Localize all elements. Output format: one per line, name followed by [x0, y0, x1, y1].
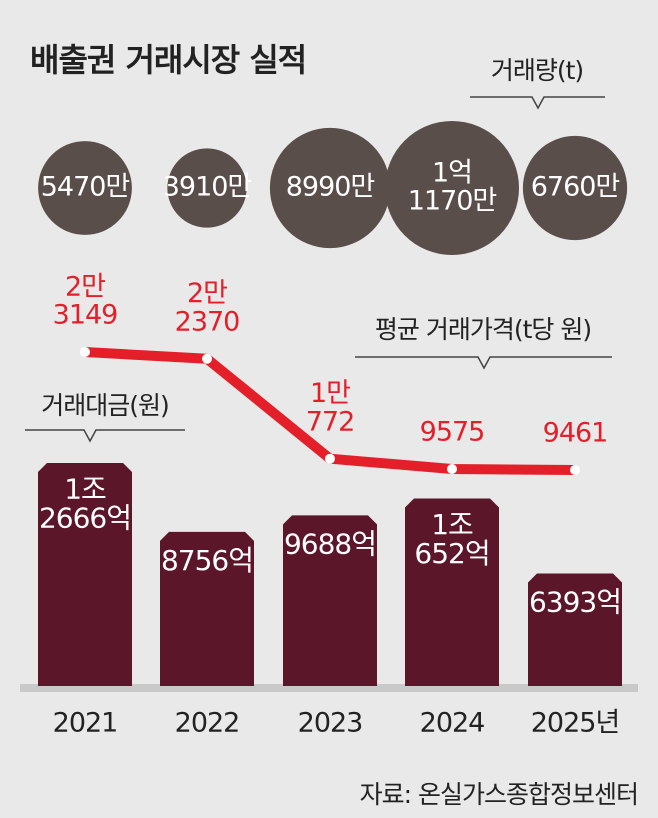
bar: [160, 531, 254, 686]
annotation-bracket: [470, 96, 605, 110]
data-label: 9688억: [284, 527, 376, 560]
x-tick-label: 2025년: [531, 708, 620, 739]
data-label: 8990만: [286, 172, 375, 203]
data-label: 2만: [187, 278, 227, 309]
bubble: [38, 141, 132, 235]
data-label: 2666억: [39, 502, 131, 535]
data-label: 2만: [65, 271, 105, 302]
data-label: 9461: [543, 418, 608, 449]
data-label: 1170만: [408, 186, 497, 217]
bar: [405, 498, 499, 686]
data-label: 3910만: [163, 172, 252, 203]
annotation-bracket: [25, 429, 185, 443]
source: 자료: 온실가스종합정보센터: [360, 780, 638, 809]
x-tick-label: 2024: [420, 708, 485, 739]
baseline-shadow: [20, 684, 638, 692]
x-tick-label: 2022: [175, 708, 240, 739]
data-label: 9575: [420, 417, 485, 448]
bar: [38, 463, 132, 686]
line-point: [570, 465, 580, 475]
bubble: [269, 127, 391, 249]
data-label: 652억: [414, 537, 489, 570]
bubble: [384, 120, 520, 256]
data-label: 6760만: [531, 172, 620, 203]
data-label: 8756억: [161, 544, 253, 577]
series-name: 평균 거래가격(t당 원): [375, 315, 591, 344]
data-label: 5470만: [41, 172, 130, 203]
line-point: [447, 464, 457, 475]
line-point: [202, 353, 212, 364]
data-label: 3149: [53, 300, 118, 331]
data-label: 1만: [310, 378, 350, 409]
data-label: 6393억: [529, 585, 621, 618]
series-name: 거래량(t): [491, 56, 583, 85]
chart-title: 배출권 거래시장 실적: [30, 41, 306, 79]
data-label: 772: [306, 406, 355, 437]
x-tick-label: 2023: [298, 708, 363, 739]
data-label: 2370: [175, 306, 240, 337]
bubble: [167, 148, 247, 228]
data-label: 1조: [431, 508, 473, 541]
data-label: 1조: [64, 472, 106, 505]
series-name: 거래대금(원): [41, 391, 169, 420]
annotation-bracket: [355, 356, 612, 370]
bar: [283, 515, 377, 686]
x-tick-label: 2021: [53, 708, 118, 739]
bubble: [522, 135, 628, 241]
bar: [528, 573, 622, 686]
line-point: [80, 347, 90, 358]
line-point: [325, 453, 335, 464]
data-label: 1억: [432, 157, 472, 188]
